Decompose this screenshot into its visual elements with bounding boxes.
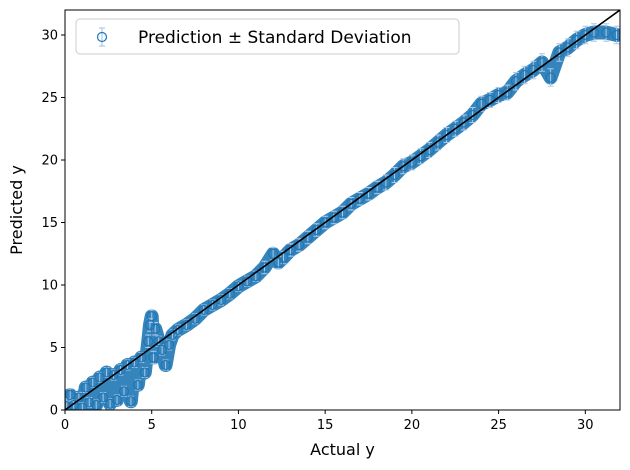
scatter-point bbox=[601, 27, 612, 38]
x-tick-label: 25 bbox=[490, 418, 507, 433]
scatter-point bbox=[84, 397, 95, 408]
legend-box bbox=[75, 18, 460, 55]
x-tick-label: 0 bbox=[61, 418, 69, 433]
scatter-point bbox=[611, 29, 620, 41]
scatter-point bbox=[233, 281, 244, 292]
x-tick-label: 20 bbox=[404, 418, 421, 433]
scatter-point bbox=[108, 369, 119, 381]
scatter-point bbox=[77, 402, 88, 410]
scatter-point bbox=[259, 262, 270, 273]
scatter-point bbox=[458, 117, 470, 128]
x-tick-label: 30 bbox=[577, 418, 594, 433]
scatter-point bbox=[80, 382, 91, 393]
scatter-point bbox=[153, 336, 164, 347]
data-band-layer bbox=[65, 25, 620, 410]
y-tick-label: 10 bbox=[41, 279, 58, 294]
x-axis-ticks: 0 5 10 15 20 25 30 bbox=[61, 410, 594, 433]
x-axis-label: Actual y bbox=[310, 440, 375, 459]
scatter-point bbox=[554, 47, 565, 58]
scatter-point bbox=[328, 212, 339, 223]
scatter-point bbox=[146, 311, 157, 322]
identity-line-layer bbox=[65, 10, 620, 410]
y-tick-label: 0 bbox=[50, 404, 58, 419]
scatter-point bbox=[432, 137, 443, 148]
y-axis-ticks: 0 5 10 15 20 25 30 bbox=[41, 29, 65, 419]
scatter-point bbox=[160, 359, 171, 371]
y-tick-label: 30 bbox=[41, 29, 58, 44]
y-tick-label: 15 bbox=[41, 216, 58, 231]
scatter-point bbox=[502, 87, 513, 98]
scatter-point bbox=[268, 248, 279, 259]
x-tick-label: 5 bbox=[148, 418, 156, 433]
scatter-point bbox=[132, 379, 143, 391]
scatter-point bbox=[118, 386, 130, 397]
scatter-point bbox=[441, 129, 452, 141]
scatter-point bbox=[101, 367, 112, 378]
scatter-point bbox=[111, 394, 123, 406]
scatter-point bbox=[115, 364, 126, 376]
scatter-point bbox=[172, 324, 183, 336]
legend-marker-icon bbox=[96, 31, 108, 43]
y-tick-label: 5 bbox=[50, 341, 58, 356]
scatter-point bbox=[139, 367, 150, 378]
y-axis-label: Predicted y bbox=[7, 165, 26, 255]
scatter-point bbox=[150, 323, 161, 334]
y-tick-label: 25 bbox=[41, 91, 58, 106]
scatter-point bbox=[320, 217, 331, 228]
scatter-density-band bbox=[65, 25, 620, 410]
scatter-point bbox=[157, 344, 168, 356]
scatter-point bbox=[122, 359, 133, 371]
scatter-point bbox=[571, 34, 582, 46]
scatter-point bbox=[98, 392, 109, 403]
scatter-point bbox=[143, 336, 154, 347]
scatter-point bbox=[398, 161, 409, 172]
scatter-point bbox=[311, 224, 322, 236]
y-tick-label: 20 bbox=[41, 154, 58, 169]
legend: Prediction ± Standard Deviation bbox=[75, 18, 460, 55]
scatter-point bbox=[450, 123, 461, 134]
scatter-point bbox=[467, 109, 478, 121]
scatter-point bbox=[148, 352, 159, 363]
plot-area bbox=[65, 10, 620, 410]
scatter-point bbox=[562, 42, 574, 53]
scatter-point bbox=[125, 396, 137, 407]
scatter-point bbox=[94, 372, 105, 383]
scatter-point bbox=[163, 339, 175, 351]
scatter-point bbox=[198, 304, 209, 316]
plot-frame bbox=[64, 9, 621, 411]
scatter-point bbox=[87, 377, 98, 388]
scatter-point bbox=[346, 198, 357, 209]
legend-entry-label: Prediction ± Standard Deviation bbox=[138, 28, 412, 48]
scatter-point bbox=[476, 98, 487, 109]
scatter-point bbox=[354, 193, 365, 204]
x-tick-label: 15 bbox=[317, 418, 334, 433]
identity-line bbox=[65, 10, 620, 410]
x-tick-label: 10 bbox=[230, 418, 247, 433]
scatter-point bbox=[545, 72, 556, 83]
scatter-point bbox=[207, 299, 218, 311]
